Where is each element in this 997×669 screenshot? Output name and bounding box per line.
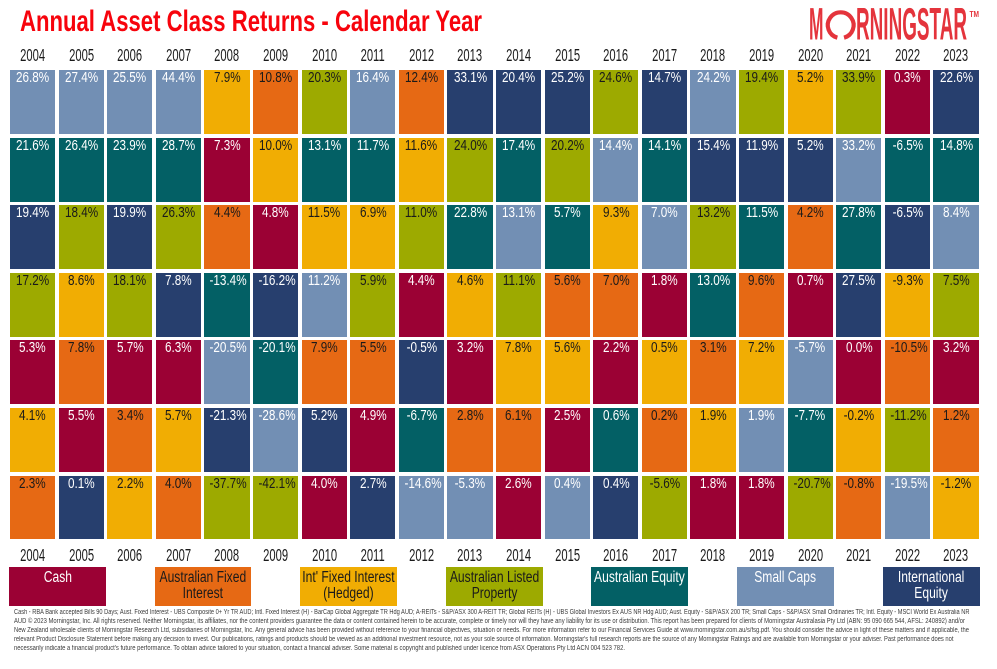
svg-text:RNINGSTAR: RNINGSTAR	[856, 4, 967, 46]
svg-text:TM: TM	[970, 10, 980, 19]
svg-text:M: M	[809, 4, 824, 46]
